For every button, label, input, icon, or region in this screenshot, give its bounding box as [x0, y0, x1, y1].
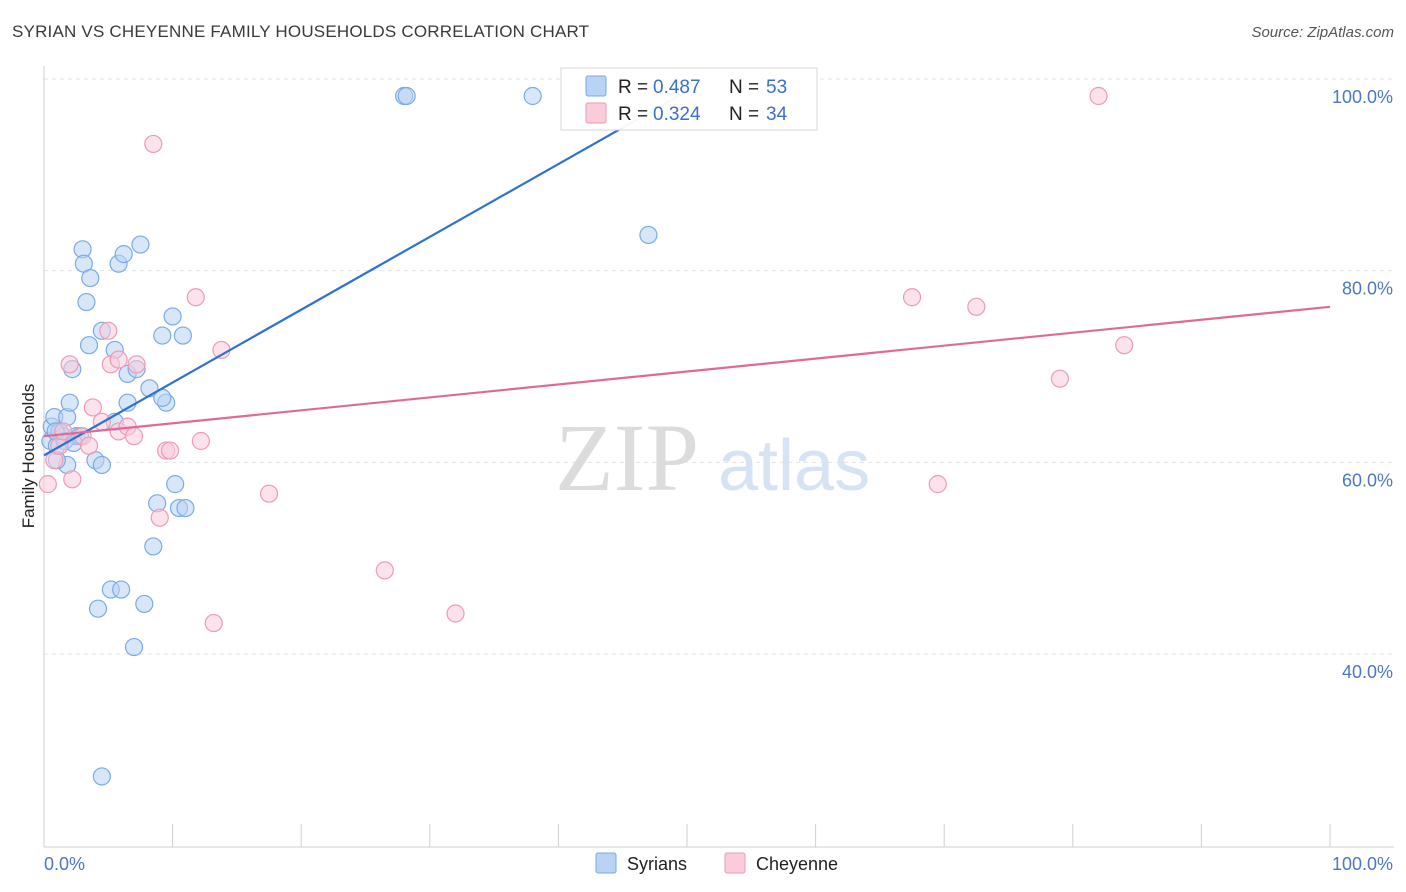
- y-axis-title: Family Households: [19, 384, 38, 529]
- point-cheyenne-30: [1050, 369, 1070, 388]
- trend-line-syrians: [43, 90, 688, 457]
- legend-n-label-cheyenne: N =: [729, 104, 759, 125]
- trend-line-cheyenne: [43, 305, 1331, 438]
- legend-n-value-syrians: 53: [766, 77, 787, 98]
- point-syrians-18: [88, 599, 108, 618]
- point-syrians-27: [124, 637, 144, 657]
- point-syrians-42: [92, 767, 111, 786]
- point-syrians-49: [639, 225, 658, 245]
- point-syrians-24: [112, 580, 131, 599]
- point-cheyenne-32: [1115, 336, 1134, 355]
- point-cheyenne-4: [63, 470, 82, 489]
- point-cheyenne-27: [902, 288, 922, 307]
- legend-box: R = 0.487 N = 53 R = 0.324 N = 34: [560, 67, 818, 131]
- point-syrians-15: [81, 268, 100, 288]
- legend-n-value-cheyenne: 34: [766, 104, 788, 125]
- point-syrians-13: [77, 292, 96, 312]
- legend-n-label-syrians: N =: [729, 77, 759, 98]
- point-syrians-29: [131, 235, 150, 254]
- point-cheyenne-6: [79, 436, 99, 455]
- point-cheyenne-33: [54, 422, 73, 441]
- bottom-legend-label-syrians: Syrians: [627, 854, 687, 874]
- x-tick-label-0: 0.0%: [44, 854, 85, 874]
- point-syrians-30: [135, 594, 154, 614]
- y-tick-label-0: 100.0%: [1332, 87, 1393, 107]
- point-cheyenne-20: [186, 288, 205, 307]
- watermark-zip: ZIP: [555, 404, 699, 511]
- watermark-atlas: atlas: [718, 426, 870, 506]
- legend-r-label-cheyenne: R =: [618, 104, 648, 125]
- point-syrians-40: [173, 326, 192, 345]
- point-cheyenne-17: [150, 508, 169, 527]
- bottom-legend-swatch-syrians: [595, 852, 617, 874]
- point-cheyenne-19: [160, 441, 180, 460]
- point-syrians-37: [163, 307, 182, 326]
- legend-swatch-cheyenne: [585, 102, 607, 124]
- point-cheyenne-29: [967, 297, 986, 316]
- point-cheyenne-11: [109, 350, 128, 369]
- point-syrians-23: [114, 245, 133, 264]
- point-cheyenne-0: [38, 475, 57, 494]
- point-cheyenne-16: [144, 134, 163, 154]
- bottom-legend-swatch-cheyenne: [724, 852, 746, 874]
- y-tick-label-2: 60.0%: [1342, 470, 1393, 490]
- point-syrians-48: [523, 86, 542, 106]
- point-cheyenne-28: [928, 475, 947, 494]
- x-tick-labels: 0.0% 100.0%: [44, 854, 1393, 874]
- point-syrians-17: [92, 455, 111, 475]
- y-tick-label-1: 80.0%: [1342, 279, 1393, 299]
- point-cheyenne-14: [124, 427, 144, 446]
- point-cheyenne-26: [446, 604, 465, 623]
- y-tick-labels: 100.0% 80.0% 60.0% 40.0%: [1332, 87, 1393, 682]
- point-syrians-32: [144, 537, 163, 556]
- x-tick-label-1: 100.0%: [1332, 854, 1393, 874]
- point-syrians-7: [60, 393, 79, 412]
- data-points: [38, 86, 1134, 786]
- point-cheyenne-15: [127, 355, 146, 374]
- legend-r-label-syrians: R =: [618, 77, 648, 98]
- chart-title: SYRIAN VS CHEYENNE FAMILY HOUSEHOLDS COR…: [12, 22, 590, 41]
- bottom-legend: Syrians Cheyenne: [595, 852, 838, 874]
- y-tick-label-3: 40.0%: [1342, 662, 1393, 682]
- watermark: ZIP atlas: [555, 404, 870, 511]
- point-syrians-38: [166, 475, 185, 494]
- x-tick-marks: [43, 824, 1331, 847]
- point-cheyenne-7: [83, 398, 102, 417]
- point-syrians-41: [176, 498, 195, 518]
- grid-lines: [44, 78, 1394, 655]
- point-cheyenne-22: [204, 613, 223, 633]
- point-syrians-34: [153, 326, 172, 345]
- legend-r-value-syrians: 0.487: [653, 77, 701, 98]
- bottom-legend-label-cheyenne: Cheyenne: [756, 854, 838, 874]
- point-cheyenne-24: [259, 484, 279, 503]
- point-cheyenne-31: [1089, 86, 1108, 106]
- trend-lines: [43, 90, 1331, 457]
- point-cheyenne-3: [60, 355, 79, 374]
- point-syrians-14: [79, 336, 99, 355]
- point-cheyenne-9: [99, 321, 118, 340]
- legend-r-value-cheyenne: 0.324: [653, 104, 701, 125]
- point-cheyenne-21: [191, 431, 210, 451]
- chart-source: Source: ZipAtlas.com: [1251, 24, 1394, 41]
- point-cheyenne-25: [375, 561, 394, 580]
- axes: [43, 66, 1394, 848]
- legend-swatch-syrians: [585, 75, 607, 97]
- point-syrians-47: [397, 86, 416, 106]
